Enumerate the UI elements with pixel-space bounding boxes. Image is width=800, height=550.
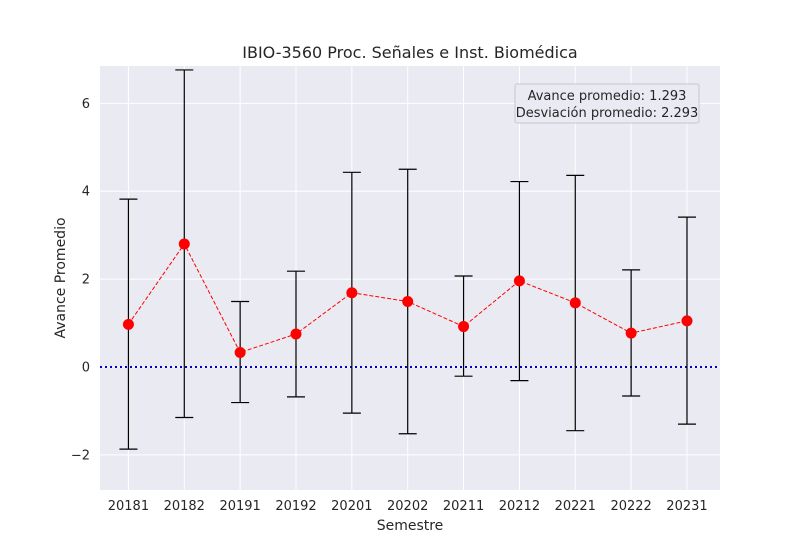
y-axis-ticks: −2 0 2 4 6 xyxy=(71,97,90,464)
data-points xyxy=(122,238,693,358)
data-point xyxy=(402,296,414,308)
y-tick-label: 2 xyxy=(82,273,90,288)
x-tick-label: 20191 xyxy=(219,499,260,514)
x-axis-ticks: 20181 20182 20191 20192 20201 20202 20211 20212… xyxy=(108,499,708,514)
chart-title: IBIO-3560 Proc. Señales e Inst. Biomédic… xyxy=(242,43,577,62)
x-tick-label: 20231 xyxy=(666,499,707,514)
x-tick-label: 20192 xyxy=(275,499,316,514)
y-tick-label: −2 xyxy=(71,448,90,463)
x-tick-label: 20211 xyxy=(443,499,484,514)
y-tick-label: 6 xyxy=(82,97,90,112)
x-tick-label: 20181 xyxy=(108,499,149,514)
stats-box-background xyxy=(514,83,700,124)
x-tick-label: 20212 xyxy=(499,499,540,514)
data-point xyxy=(458,321,470,333)
stats-annotation-box: Avance promedio: 1.293 Desviación promed… xyxy=(514,83,700,124)
data-point xyxy=(569,297,581,309)
data-point xyxy=(290,328,302,340)
plot-area xyxy=(100,66,720,490)
x-tick-label: 20221 xyxy=(555,499,596,514)
data-point xyxy=(625,327,637,339)
x-tick-label: 20222 xyxy=(610,499,651,514)
y-axis-label: Avance Promedio xyxy=(53,217,69,338)
y-tick-label: 4 xyxy=(82,185,90,200)
stats-avance-text: Avance promedio: 1.293 xyxy=(528,89,687,104)
x-tick-label: 20201 xyxy=(331,499,372,514)
x-tick-label: 20182 xyxy=(164,499,205,514)
data-point xyxy=(681,315,693,327)
data-point xyxy=(178,238,190,250)
data-point xyxy=(513,275,525,287)
stats-desviacion-text: Desviación promedio: 2.293 xyxy=(516,106,699,121)
y-tick-label: 0 xyxy=(82,360,90,375)
x-axis-label: Semestre xyxy=(377,518,444,534)
data-point xyxy=(346,287,358,299)
data-point xyxy=(234,346,246,358)
data-point xyxy=(122,318,134,330)
x-tick-label: 20202 xyxy=(387,499,428,514)
